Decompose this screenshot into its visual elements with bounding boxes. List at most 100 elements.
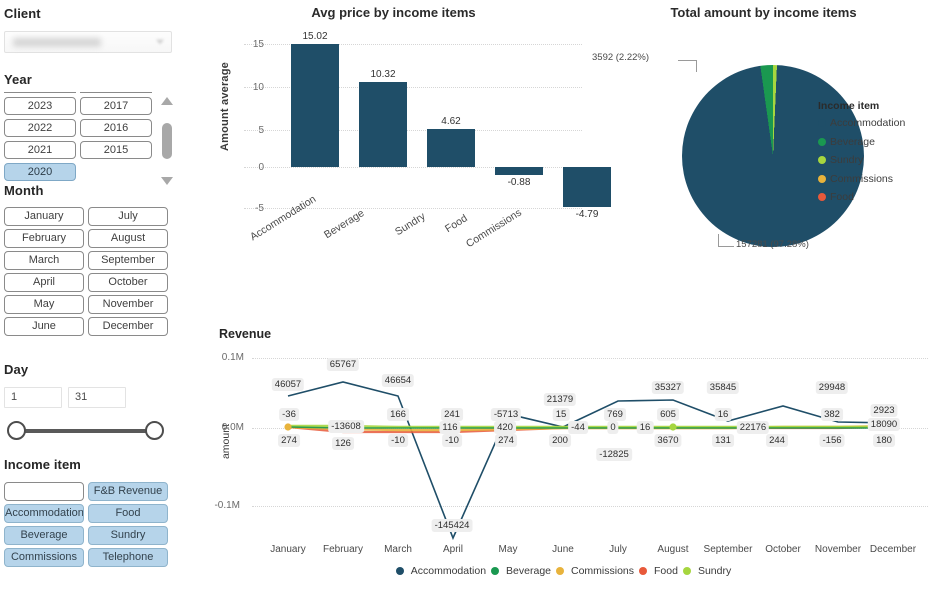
series-line-sundry[interactable] xyxy=(288,424,893,429)
year-option-2021[interactable]: 2021 xyxy=(4,141,76,159)
year-option-2017[interactable]: 2017 xyxy=(80,97,152,115)
day-slider-handle-min[interactable] xyxy=(7,421,26,440)
bar-chart-title: Avg price by income items xyxy=(311,5,476,20)
income-option-telephone[interactable]: Telephone xyxy=(88,548,168,567)
line-xcat-october: October xyxy=(765,544,801,555)
line-legend-item-food[interactable]: Food xyxy=(639,565,678,577)
pie-slices[interactable] xyxy=(682,65,864,247)
dlabel-commissions-november: -156 xyxy=(819,434,845,447)
month-option-december[interactable]: December xyxy=(88,317,168,336)
year-scrollbar[interactable] xyxy=(156,97,178,185)
dlabel-accommodation-july: 769 xyxy=(604,408,626,421)
pie-legend-item-sundry[interactable]: Sundry xyxy=(818,154,930,166)
pie-leader-accommodation-v xyxy=(718,234,719,246)
line-legend-item-accommodation[interactable]: Accommodation xyxy=(395,565,486,577)
year-option-2016[interactable]: 2016 xyxy=(80,119,152,137)
income-option-sundry[interactable]: Sundry xyxy=(88,526,168,545)
month-option-march[interactable]: March xyxy=(4,251,84,270)
dlabel-accommodation-june: 21379 xyxy=(543,393,577,406)
legend-dot-food-icon xyxy=(639,567,648,575)
series-line-beverage[interactable] xyxy=(287,426,893,429)
income-option-blank[interactable] xyxy=(4,482,84,501)
year-label: Year xyxy=(4,72,32,87)
bar-beverage[interactable] xyxy=(359,82,407,167)
month-option-june[interactable]: June xyxy=(4,317,84,336)
year-option-2020[interactable]: 2020 xyxy=(4,163,76,181)
bar-ytick-10: 10 xyxy=(252,82,264,93)
month-option-september[interactable]: September xyxy=(88,251,168,270)
month-option-october[interactable]: October xyxy=(88,273,168,292)
day-max-input[interactable]: 31 xyxy=(68,387,126,408)
triangle-down-icon[interactable] xyxy=(161,177,173,185)
line-xcat-september: September xyxy=(703,544,753,555)
line-chart-title: Revenue xyxy=(219,327,272,341)
day-filter: Day 1 31 xyxy=(4,362,180,441)
pie-legend-title: Income item xyxy=(818,100,880,112)
pie-legend-item-beverage[interactable]: Beverage xyxy=(818,136,930,148)
dlabel-accommodation-november: 29948 xyxy=(815,381,849,394)
pie-leader-beverage-h xyxy=(678,60,696,61)
dlabel-commissions-august: 3670 xyxy=(654,434,682,447)
month-option-july[interactable]: July xyxy=(88,207,168,226)
series-line-accommodation[interactable] xyxy=(287,381,894,541)
bar-gridline-10 xyxy=(244,87,582,88)
line-xcat-march: March xyxy=(384,544,412,555)
month-option-august[interactable]: August xyxy=(88,229,168,248)
line-legend-label-commissions: Commissions xyxy=(571,565,635,577)
line-legend-item-beverage[interactable]: Beverage xyxy=(491,565,551,577)
income-option-food[interactable]: Food xyxy=(88,504,168,523)
dlabel-commissions-may: 420 xyxy=(494,421,516,434)
line-xcat-february: February xyxy=(322,544,363,555)
dlabel-sundry-june: -44 xyxy=(568,421,588,434)
line-xcat-january: January xyxy=(270,544,306,555)
bar-value-commissions: -4.79 xyxy=(575,209,599,220)
month-option-april[interactable]: April xyxy=(4,273,84,292)
bar-accommodation[interactable] xyxy=(291,44,339,167)
avg-price-bar-chart: Avg price by income items xyxy=(196,0,591,300)
line-legend-label-beverage: Beverage xyxy=(506,565,551,577)
bar-sundry[interactable] xyxy=(427,129,475,167)
dlabel-accommodation-september: 35845 xyxy=(706,381,740,394)
pie-leader-beverage-v xyxy=(696,60,697,72)
client-dropdown[interactable] xyxy=(4,31,172,53)
line-xcat-december: December xyxy=(869,544,917,555)
legend-dot-sundry-icon xyxy=(682,567,691,575)
income-option-fb-revenue[interactable]: F&B Revenue xyxy=(88,482,168,501)
month-option-february[interactable]: February xyxy=(4,229,84,248)
dlabel-accommodation-may: -5713 xyxy=(490,408,522,421)
income-option-commissions[interactable]: Commissions xyxy=(4,548,84,567)
line-xcat-november: November xyxy=(814,544,862,555)
year-option-2022[interactable]: 2022 xyxy=(4,119,76,137)
income-item-filter: Income item F&B Revenue Accommodation Fo… xyxy=(4,457,180,567)
month-option-may[interactable]: May xyxy=(4,295,84,314)
income-option-beverage[interactable]: Beverage xyxy=(4,526,84,545)
pie-legend-item-food[interactable]: Food xyxy=(818,191,930,203)
year-option-2023[interactable]: 2023 xyxy=(4,97,76,115)
legend-dot-food-icon xyxy=(818,193,826,201)
month-label: Month xyxy=(4,183,44,198)
income-item-label: Income item xyxy=(4,457,81,472)
pie-legend-item-commissions[interactable]: Commissions xyxy=(818,173,930,185)
dlabel-accommodation-january: 46057 xyxy=(271,378,305,391)
day-slider-handle-max[interactable] xyxy=(145,421,164,440)
day-range-slider[interactable] xyxy=(4,421,164,441)
dlabel-food-july: -12825 xyxy=(596,448,632,461)
series-point-commissions-january[interactable] xyxy=(284,423,292,431)
pie-legend-label-food: Food xyxy=(830,191,854,203)
year-option-2015[interactable]: 2015 xyxy=(80,141,152,159)
month-option-january[interactable]: January xyxy=(4,207,84,226)
income-option-accommodation[interactable]: Accommodation xyxy=(4,504,84,523)
line-xcat-may: May xyxy=(498,544,518,555)
year-scrollbar-thumb[interactable] xyxy=(162,123,172,159)
day-min-input[interactable]: 1 xyxy=(4,387,62,408)
day-slider-track xyxy=(16,429,153,433)
series-point-sundry-september[interactable] xyxy=(669,423,677,431)
line-legend-item-commissions[interactable]: Commissions xyxy=(556,565,634,577)
triangle-up-icon[interactable] xyxy=(161,97,173,105)
bar-commissions[interactable] xyxy=(563,167,611,207)
bar-food[interactable] xyxy=(495,167,543,175)
line-legend-item-sundry[interactable]: Sundry xyxy=(682,565,731,577)
pie-legend-item-accommodation[interactable]: Accommodation xyxy=(818,117,930,129)
month-option-november[interactable]: November xyxy=(88,295,168,314)
